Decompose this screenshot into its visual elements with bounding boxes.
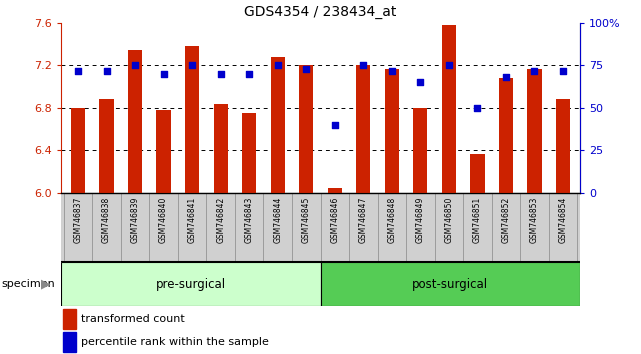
Text: GSM746846: GSM746846 (330, 196, 339, 243)
Bar (328, 188, 342, 193)
Text: pre-surgical: pre-surgical (156, 278, 226, 291)
Text: GSM746849: GSM746849 (416, 196, 425, 243)
Point (101, 68, 112, 73)
Text: GSM746847: GSM746847 (359, 196, 368, 243)
Text: GSM746852: GSM746852 (501, 196, 510, 242)
Text: GDS4354 / 238434_at: GDS4354 / 238434_at (244, 5, 397, 19)
Point (158, 71, 169, 77)
Bar (413, 108, 428, 193)
Bar (128, 50, 142, 193)
Point (187, 63, 197, 68)
Point (529, 68, 540, 73)
Text: GSM746853: GSM746853 (530, 196, 539, 243)
Text: GSM746840: GSM746840 (159, 196, 168, 243)
Text: post-surgical: post-surgical (412, 278, 488, 291)
Bar (99, 99, 113, 193)
Bar (156, 110, 171, 193)
Point (244, 71, 254, 77)
Text: GSM746854: GSM746854 (558, 196, 567, 243)
Point (415, 80, 426, 85)
Bar (320, 262, 580, 306)
Bar (556, 99, 570, 193)
Text: GSM746841: GSM746841 (188, 196, 197, 242)
Point (358, 63, 369, 68)
Point (501, 75, 511, 80)
Point (387, 68, 397, 73)
Bar (61, 262, 320, 306)
Text: GSM746850: GSM746850 (444, 196, 453, 243)
Text: specimen: specimen (1, 279, 55, 289)
Bar (499, 78, 513, 193)
Bar (63, 309, 76, 329)
Point (329, 122, 340, 128)
Bar (71, 108, 85, 193)
Point (272, 63, 283, 68)
Bar (242, 113, 256, 193)
Text: GSM746848: GSM746848 (387, 196, 396, 242)
Bar (356, 65, 370, 193)
Text: GSM746843: GSM746843 (245, 196, 254, 243)
Point (472, 105, 483, 111)
Point (215, 71, 226, 77)
Point (130, 63, 140, 68)
Bar (271, 57, 285, 193)
Text: GSM746838: GSM746838 (102, 196, 111, 242)
Bar (470, 154, 485, 193)
Text: GSM746837: GSM746837 (74, 196, 83, 243)
Bar (299, 65, 313, 193)
Text: GSM746839: GSM746839 (131, 196, 140, 243)
Text: percentile rank within the sample: percentile rank within the sample (81, 337, 269, 347)
Bar (528, 69, 542, 193)
Bar (385, 69, 399, 193)
Text: GSM746844: GSM746844 (273, 196, 282, 243)
Bar (213, 104, 228, 193)
Text: GSM746851: GSM746851 (473, 196, 482, 242)
Bar (63, 332, 76, 352)
Point (558, 68, 568, 73)
Point (301, 66, 312, 72)
Text: ▶: ▶ (41, 278, 51, 291)
Text: GSM746842: GSM746842 (216, 196, 225, 242)
Bar (185, 46, 199, 193)
Text: GSM746845: GSM746845 (302, 196, 311, 243)
Text: transformed count: transformed count (81, 314, 185, 324)
Point (73, 68, 83, 73)
Bar (442, 25, 456, 193)
Point (444, 63, 454, 68)
